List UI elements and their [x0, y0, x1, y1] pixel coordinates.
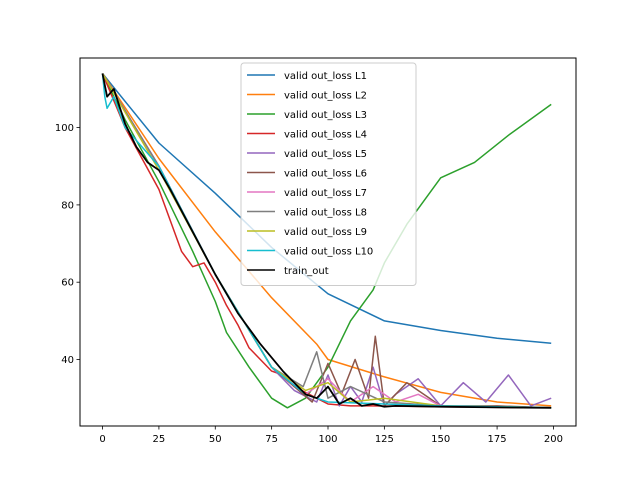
legend-entry: valid out_loss L10 [284, 247, 373, 258]
legend-entry: valid out_loss L4 [284, 130, 367, 141]
series-line-3 [101, 73, 552, 409]
legend-entry: valid out_loss L6 [284, 169, 367, 180]
legend-entry: valid out_loss L1 [284, 71, 367, 82]
legend: valid out_loss L1 valid out_loss L2 valid … [240, 62, 417, 286]
x-tick-label: 200 [544, 434, 563, 445]
legend-entry: valid out_loss L9 [284, 227, 367, 238]
x-tick-label: 75 [265, 434, 278, 445]
legend-entry: valid out_loss L3 [284, 110, 367, 121]
y-tick-label: 80 [61, 200, 74, 211]
legend-entry: train_out [284, 266, 329, 277]
x-axis: 0 25 50 75 100 125 150 175 200 [99, 426, 563, 445]
legend-box [240, 62, 417, 286]
x-tick-label: 100 [318, 434, 337, 445]
legend-entry: valid out_loss L5 [284, 149, 367, 160]
series-layer [101, 73, 552, 409]
x-tick-label: 175 [488, 434, 507, 445]
series-line-2 [101, 73, 552, 407]
legend-entry: valid out_loss L2 [284, 91, 367, 102]
y-axis: 40 60 80 100 [55, 123, 80, 366]
x-tick-label: 150 [431, 434, 450, 445]
series-line-4 [101, 73, 552, 409]
series-line-1 [101, 73, 552, 345]
legend-entry: valid out_loss L7 [284, 188, 367, 199]
y-tick-label: 100 [55, 123, 74, 134]
x-tick-label: 0 [99, 434, 105, 445]
series-line-11 [101, 73, 552, 409]
legend-entry: valid out_loss L8 [284, 208, 367, 219]
x-tick-label: 25 [153, 434, 166, 445]
x-tick-label: 50 [209, 434, 222, 445]
y-tick-label: 40 [61, 355, 74, 366]
x-tick-label: 125 [375, 434, 394, 445]
y-tick-label: 60 [61, 278, 74, 289]
